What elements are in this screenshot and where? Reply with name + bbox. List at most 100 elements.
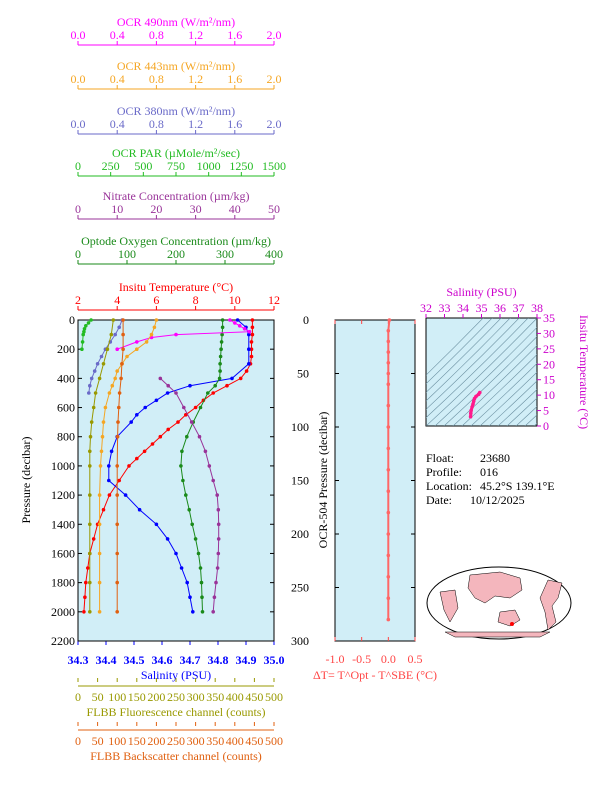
top-axis-tick-label-ocr-380nm-w-m-nm: 0.8 <box>149 117 164 131</box>
bottom-axis-tick-label-flbb-backscatter-channel-counts: 450 <box>245 734 263 748</box>
map-land-australia <box>497 609 521 627</box>
ts-density-contour <box>426 318 511 402</box>
series-point-optode-oxygen-concentration <box>200 595 204 599</box>
ts-density-contour <box>488 380 537 426</box>
series-point-ocr-443nm <box>135 347 139 352</box>
bottom-axis-tick-label-flbb-fluorescence-channel-counts: 300 <box>187 690 205 704</box>
top-axis-tick-label-ocr-443nm-w-m-nm: 1.2 <box>188 72 203 86</box>
series-point-insitu-temperature <box>249 354 254 359</box>
top-axis-tick-label-ocr-443nm-w-m-nm: 0.4 <box>110 72 125 86</box>
main-plot-area <box>77 319 275 642</box>
series-point-flbb-fluorescence-channel <box>88 610 92 614</box>
top-axis-tick-label-ocr-380nm-w-m-nm: 0.0 <box>71 117 86 131</box>
series-point-flbb-backscatter-channel <box>117 405 121 410</box>
series-point-nitrate-concentration <box>158 376 163 381</box>
bottom-axis-tick-label-flbb-fluorescence-channel-counts: 500 <box>265 690 283 704</box>
dt-series-point <box>386 339 391 344</box>
series-point-ocr-380nm <box>117 325 121 330</box>
ts-density-contour <box>497 389 537 426</box>
series-point-salinity <box>191 610 195 614</box>
series-point-insitu-temperature <box>250 325 255 330</box>
series-point-salinity <box>179 566 184 570</box>
main-y-tick-label: 2200 <box>51 634 75 648</box>
top-axis-tick-label-nitrate-concentration-m-kg: 10 <box>111 202 123 216</box>
series-point-ocr-par <box>80 340 85 344</box>
bottom-axis-tick-label-flbb-backscatter-channel-counts: 200 <box>147 734 165 748</box>
bottom-axis-tick-label-flbb-backscatter-channel-counts: 50 <box>92 734 104 748</box>
series-point-flbb-backscatter-channel <box>115 551 119 556</box>
series-point-optode-oxygen-concentration <box>218 354 223 359</box>
top-axis-tick-label-nitrate-concentration-m-kg: 20 <box>150 202 162 216</box>
top-axis-tick-label-ocr-490nm-w-m-nm: 1.6 <box>227 28 242 42</box>
series-point-salinity <box>154 398 159 403</box>
series-point-optode-oxygen-concentration <box>218 362 222 366</box>
bottom-axis-label-salinity-psu: Salinity (PSU) <box>141 668 211 682</box>
series-point-salinity <box>123 493 128 497</box>
bottom-axis-tick-label-flbb-fluorescence-channel-counts: 250 <box>167 690 185 704</box>
series-point-ocr-par <box>80 347 84 352</box>
series-point-salinity <box>247 362 251 366</box>
series-point-ocr-443nm <box>154 318 159 322</box>
bottom-axis-label-flbb-backscatter-channel-counts: FLBB Backscatter channel (counts) <box>90 749 262 763</box>
series-point-flbb-fluorescence-channel <box>88 522 92 527</box>
ts-series-point <box>469 408 473 413</box>
date-value: 10/12/2025 <box>470 493 525 507</box>
top-axis-tick-label-ocr-490nm-w-m-nm: 1.2 <box>188 28 203 42</box>
bottom-axis-label-flbb-fluorescence-channel-counts: FLBB Fluorescence channel (counts) <box>87 705 266 719</box>
ts-density-contour <box>443 336 537 426</box>
series-point-salinity <box>143 405 147 410</box>
bottom-axis-tick-label-flbb-backscatter-channel-counts: 100 <box>108 734 126 748</box>
main-y-tick-label: 1400 <box>51 517 75 531</box>
series-point-optode-oxygen-concentration <box>187 507 191 512</box>
series-point-ocr-380nm <box>92 369 97 373</box>
main-y-tick-label: 0 <box>69 313 75 327</box>
series-point-insitu-temperature <box>250 318 255 322</box>
bottom-axis-tick-label-flbb-fluorescence-channel-counts: 350 <box>206 690 224 704</box>
series-point-flbb-backscatter-channel <box>115 522 119 527</box>
series-point-ocr-490nm <box>174 332 178 337</box>
dt-series-point <box>386 328 391 333</box>
ts-ylabel: Insitu Temperature (°C) <box>577 315 591 429</box>
main-ylabel: Pressure (decibar) <box>19 437 33 524</box>
top-axis-tick-label-ocr-par-mole-m-sec: 0 <box>75 159 81 173</box>
series-point-ocr-443nm <box>97 551 102 556</box>
bottom-axis-tick-label-flbb-fluorescence-channel-counts: 150 <box>128 690 146 704</box>
series-point-salinity <box>129 420 133 424</box>
ts-series-point <box>470 405 474 409</box>
top-axis-label-ocr-par-mole-m-sec: OCR PAR (µMole/m²/sec) <box>112 146 240 160</box>
ts-y-tick-label: 15 <box>543 373 555 387</box>
series-point-insitu-temperature <box>150 442 155 446</box>
world-map <box>426 566 572 640</box>
top-axis-tick-label-ocr-par-mole-m-sec: 500 <box>134 159 152 173</box>
float-location-marker <box>510 622 514 626</box>
ts-density-contour <box>426 318 484 376</box>
series-point-insitu-temperature <box>249 340 254 344</box>
ts-y-tick-label: 25 <box>543 342 555 356</box>
series-point-optode-oxygen-concentration <box>217 376 222 381</box>
location-label: Location: <box>426 479 472 493</box>
top-axis-tick-label-ocr-par-mole-m-sec: 750 <box>167 159 185 173</box>
series-point-flbb-fluorescence-channel <box>111 318 116 322</box>
series-point-salinity <box>188 383 192 388</box>
series-point-nitrate-concentration <box>182 405 186 410</box>
series-point-insitu-temperature <box>117 478 121 483</box>
series-point-salinity <box>154 522 159 527</box>
dt-series-point <box>386 617 391 622</box>
top-axis-tick-label-optode-oxygen-concentration-m-kg: 400 <box>265 247 283 261</box>
series-point-ocr-par <box>86 321 91 325</box>
dt-series-point <box>387 318 392 322</box>
dt-y-tick-label: 0 <box>303 313 309 327</box>
top-axis-label-nitrate-concentration-m-kg: Nitrate Concentration (µm/kg) <box>103 189 250 203</box>
top-axis-tick-label-ocr-443nm-w-m-nm: 1.6 <box>227 72 242 86</box>
top-axis-tick-label-ocr-par-mole-m-sec: 1500 <box>262 159 286 173</box>
main-y-tick-label: 400 <box>57 371 75 385</box>
top-axis-tick-label-insitu-temperature-c: 4 <box>114 293 120 307</box>
series-point-salinity <box>235 318 240 322</box>
dt-series-point <box>386 596 391 600</box>
bottom-axis-tick-label-flbb-fluorescence-channel-counts: 200 <box>147 690 165 704</box>
main-y-tick-label: 800 <box>57 430 75 444</box>
top-axis-tick-label-ocr-par-mole-m-sec: 1250 <box>229 159 253 173</box>
series-point-insitu-temperature <box>135 456 139 461</box>
series-point-insitu-temperature <box>238 376 243 381</box>
top-axis-tick-label-nitrate-concentration-m-kg: 50 <box>268 202 280 216</box>
